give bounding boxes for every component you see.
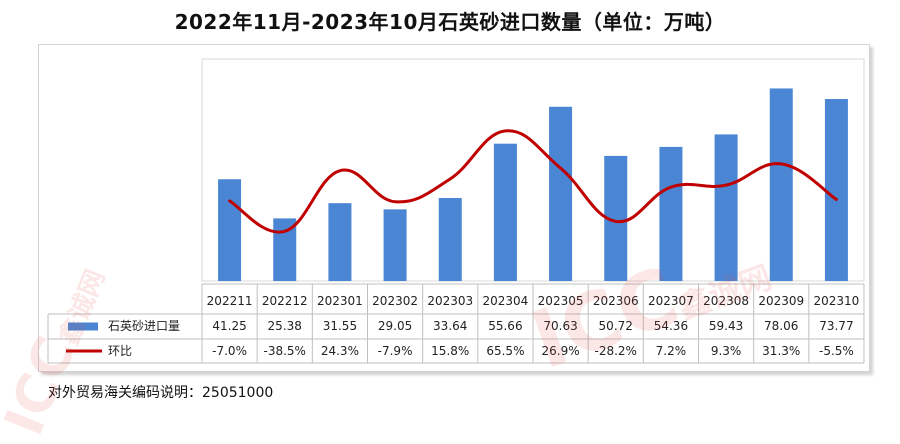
chart-title: 2022年11月-2023年10月石英砂进口数量（单位：万吨）: [174, 10, 726, 34]
bar-202303: [438, 198, 462, 281]
table-gridlines: [47, 58, 865, 364]
bar-202305: [549, 106, 573, 282]
bar-202310: [824, 99, 848, 281]
bar-202306: [604, 155, 628, 281]
bar-202302: [383, 209, 407, 281]
bar-202307: [659, 146, 683, 281]
line-series-path: [228, 129, 838, 234]
legend-key-bar: [68, 322, 98, 331]
bar-202212: [273, 218, 297, 281]
legend-keys: [66, 322, 102, 353]
bar-series: [218, 88, 848, 282]
bar-202304: [493, 143, 517, 281]
bar-202309: [769, 88, 793, 282]
plot-area-border: [201, 58, 865, 282]
footnote: 对外贸易海关编码说明：25051000: [48, 385, 274, 401]
bar-202308: [714, 134, 738, 281]
bar-202211: [218, 179, 242, 281]
bar-202301: [328, 203, 352, 281]
